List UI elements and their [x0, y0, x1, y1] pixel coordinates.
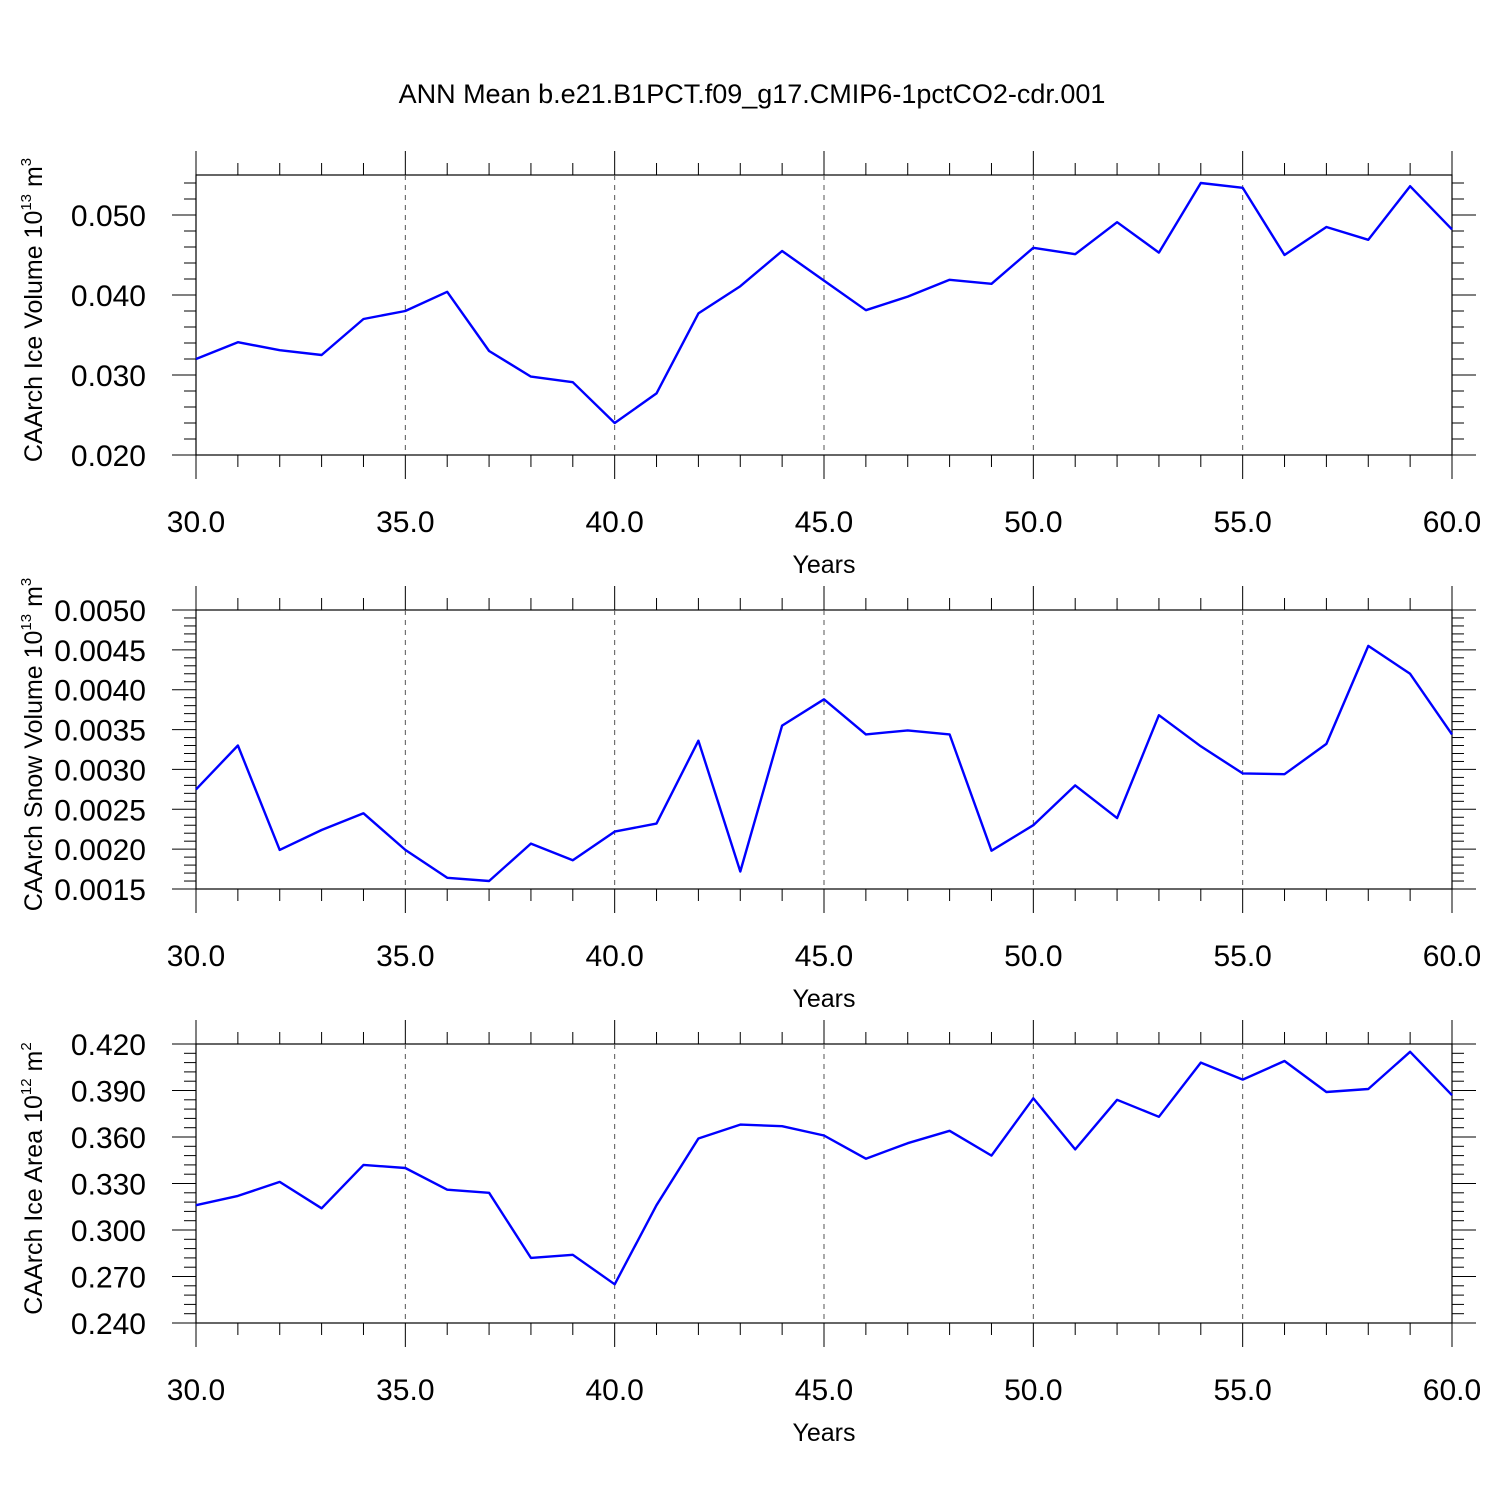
x-tick-label: 40.0	[585, 506, 643, 539]
y-tick-label: 0.360	[71, 1122, 146, 1155]
x-tick-label: 60.0	[1423, 940, 1481, 973]
x-tick-label: 40.0	[585, 1374, 643, 1407]
y-tick-label: 0.0035	[54, 715, 146, 748]
x-axis-label: Years	[792, 551, 855, 579]
y-tick-label: 0.0025	[54, 794, 146, 827]
y-tick-label: 0.0045	[54, 635, 146, 668]
x-tick-label: 60.0	[1423, 506, 1481, 539]
y-tick-label: 0.240	[71, 1308, 146, 1341]
x-tick-label: 35.0	[376, 940, 434, 973]
chart-panel-2: 30.0 35.0 40.0 45.0 50.0 55.0 60.0 Years 0.0015 0…	[18, 578, 1481, 1013]
x-tick-label: 30.0	[167, 1374, 225, 1407]
y-tick-label: 0.420	[71, 1029, 146, 1062]
x-tick-label: 50.0	[1004, 1374, 1062, 1407]
data-line	[195, 644, 1453, 883]
y-tick-label: 0.0030	[54, 754, 146, 787]
x-tick-label: 45.0	[795, 1374, 853, 1407]
y-tick-label: 0.390	[71, 1076, 146, 1109]
figure-title: ANN Mean b.e21.B1PCT.f09_g17.CMIP6-1pctC…	[399, 79, 1106, 109]
x-tick-label: 45.0	[795, 940, 853, 973]
y-tick-label: 0.020	[71, 440, 146, 473]
y-tick-label: 0.0040	[54, 675, 146, 708]
x-tick-label: 40.0	[585, 940, 643, 973]
x-tick-label: 30.0	[167, 506, 225, 539]
data-line	[195, 181, 1453, 425]
x-tick-label: 55.0	[1213, 1374, 1271, 1407]
data-line	[195, 1050, 1453, 1286]
y-tick-label: 0.300	[71, 1215, 146, 1248]
y-tick-label: 0.0015	[54, 874, 146, 907]
y-tick-label: 0.0020	[54, 834, 146, 867]
chart-panel-1: 30.0 35.0 40.0 45.0 50.0 55.0 60.0 Years 0.020 0.…	[18, 151, 1481, 579]
y-tick-label: 0.030	[71, 360, 146, 393]
x-tick-label: 35.0	[376, 1374, 434, 1407]
y-tick-label: 0.0050	[54, 595, 146, 628]
x-tick-label: 50.0	[1004, 940, 1062, 973]
x-tick-label: 60.0	[1423, 1374, 1481, 1407]
x-tick-label: 55.0	[1213, 940, 1271, 973]
y-axis-label: CAArch Ice Volume 1013 m3	[18, 158, 48, 462]
x-axis-label: Years	[792, 985, 855, 1013]
y-tick-label: 0.330	[71, 1169, 146, 1202]
y-tick-label: 0.050	[71, 200, 146, 233]
x-tick-label: 30.0	[167, 940, 225, 973]
x-tick-label: 35.0	[376, 506, 434, 539]
x-tick-label: 45.0	[795, 506, 853, 539]
x-tick-label: 50.0	[1004, 506, 1062, 539]
y-axis-label: CAArch Snow Volume 1013 m3	[18, 578, 48, 912]
chart-panel-3: 30.0 35.0 40.0 45.0 50.0 55.0 60.0 Years 0.240 0.…	[18, 1020, 1481, 1447]
y-axis-label: CAArch Ice Area 1012 m2	[18, 1042, 48, 1314]
y-tick-label: 0.270	[71, 1262, 146, 1295]
x-tick-label: 55.0	[1213, 506, 1271, 539]
y-tick-label: 0.040	[71, 280, 146, 313]
x-axis-label: Years	[792, 1419, 855, 1447]
